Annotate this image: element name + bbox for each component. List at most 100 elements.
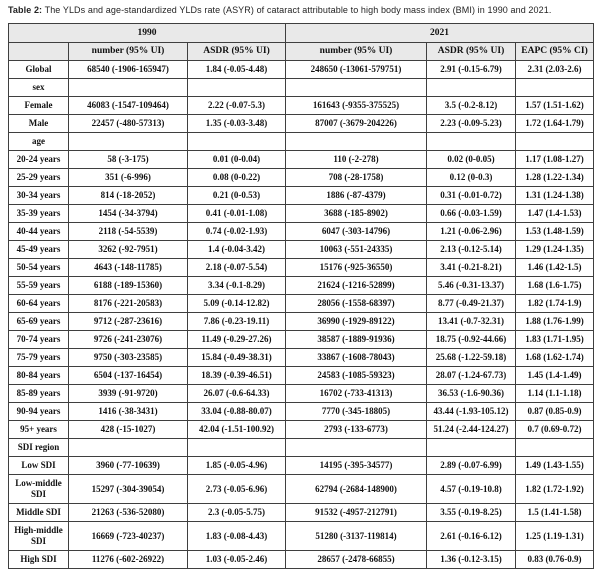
cell-value: 91532 (-4957-212791) bbox=[285, 503, 428, 522]
row-label: Female bbox=[8, 96, 69, 115]
row-label: 70-74 years bbox=[8, 330, 69, 349]
cell-value: 0.08 (0-0.22) bbox=[186, 168, 287, 187]
cell-value: 1.68 (1.62-1.74) bbox=[515, 348, 595, 367]
cell-value: 1.84 (-0.05-4.48) bbox=[186, 60, 287, 79]
row-label: 60-64 years bbox=[8, 294, 69, 313]
cell-value: 161643 (-9355-375525) bbox=[285, 96, 428, 115]
cell-value: 36.53 (-1.6-90.36) bbox=[426, 384, 517, 403]
table-row: Global 68540 (-1906-165947) 1.84 (-0.05-4.… bbox=[8, 60, 595, 79]
row-label: Male bbox=[8, 114, 69, 133]
row-label: Middle SDI bbox=[8, 503, 69, 522]
cell-value: 1.57 (1.51-1.62) bbox=[515, 96, 595, 115]
cell-value: 1.45 (1.4-1.49) bbox=[515, 366, 595, 385]
cell-value: 1.49 (1.43-1.55) bbox=[515, 456, 595, 475]
cell-value: 0.21 (0-0.53) bbox=[186, 186, 287, 205]
table-row: Low SDI 3960 (-77-10639) 1.85 (-0.05-4.96)… bbox=[8, 456, 595, 475]
cell-value: 21263 (-536-52080) bbox=[68, 503, 188, 522]
cell-value bbox=[186, 438, 287, 457]
cell-value: 1.72 (1.64-1.79) bbox=[515, 114, 595, 133]
cell-value bbox=[186, 78, 287, 97]
table-row: 65-69 years 9712 (-287-23616) 7.86 (-0.23-… bbox=[8, 312, 595, 331]
cell-value: 1.83 (1.71-1.95) bbox=[515, 330, 595, 349]
cell-value bbox=[68, 132, 188, 151]
cell-value bbox=[426, 132, 517, 151]
cell-value: 1416 (-38-3431) bbox=[68, 402, 188, 421]
table-row: 60-64 years 8176 (-221-20583) 5.09 (-0.14-… bbox=[8, 294, 595, 313]
table-body: Global 68540 (-1906-165947) 1.84 (-0.05-4.… bbox=[8, 60, 595, 569]
table-row: 80-84 years 6504 (-137-16454) 18.39 (-0.39… bbox=[8, 366, 595, 385]
row-label: 85-89 years bbox=[8, 384, 69, 403]
row-label: 20-24 years bbox=[8, 150, 69, 169]
table-row: 25-29 years 351 (-6-996) 0.08 (0-0.22) 708 … bbox=[8, 168, 595, 187]
column-header-asdr-2021: ASDR (95% UI) bbox=[426, 42, 517, 61]
row-label: 40-44 years bbox=[8, 222, 69, 241]
row-label: 95+ years bbox=[8, 420, 69, 439]
cell-value bbox=[515, 132, 595, 151]
cell-value: 1.17 (1.08-1.27) bbox=[515, 150, 595, 169]
cell-value: 2.61 (-0.16-6.12) bbox=[426, 521, 517, 551]
cell-value: 2.18 (-0.07-5.54) bbox=[186, 258, 287, 277]
cell-value: 10063 (-551-24335) bbox=[285, 240, 428, 259]
cell-value: 2.31 (2.03-2.6) bbox=[515, 60, 595, 79]
cell-value: 13.41 (-0.7-32.31) bbox=[426, 312, 517, 331]
cell-value: 428 (-15-1027) bbox=[68, 420, 188, 439]
cell-value: 1886 (-87-4379) bbox=[285, 186, 428, 205]
cell-value bbox=[285, 438, 428, 457]
table-row: Low-middle SDI 15297 (-304-39054) 2.73 (-0… bbox=[8, 474, 595, 504]
cell-value: 87007 (-3679-204226) bbox=[285, 114, 428, 133]
cell-value: 7770 (-345-18805) bbox=[285, 402, 428, 421]
cell-value: 2.13 (-0.12-5.14) bbox=[426, 240, 517, 259]
section-row: SDI region bbox=[8, 438, 595, 457]
cell-value: 1454 (-34-3794) bbox=[68, 204, 188, 223]
table-header: 1990 2021 number (95% UI) ASDR (95% UI) … bbox=[7, 23, 595, 61]
cell-value: 14195 (-395-34577) bbox=[285, 456, 428, 475]
row-label: 55-59 years bbox=[8, 276, 69, 295]
cell-value: 0.7 (0.69-0.72) bbox=[515, 420, 595, 439]
column-header-row: number (95% UI) ASDR (95% UI) number (95… bbox=[8, 42, 595, 61]
cell-value bbox=[515, 78, 595, 97]
cell-value: 15297 (-304-39054) bbox=[68, 474, 188, 504]
cell-value: 24583 (-1085-59323) bbox=[285, 366, 428, 385]
cell-value: 5.09 (-0.14-12.82) bbox=[186, 294, 287, 313]
row-label: 35-39 years bbox=[8, 204, 69, 223]
cell-value: 28.07 (-1.24-67.73) bbox=[426, 366, 517, 385]
cell-value bbox=[285, 78, 428, 97]
table-row: 70-74 years 9726 (-241-23076) 11.49 (-0.29… bbox=[8, 330, 595, 349]
row-label: Low-middle SDI bbox=[8, 474, 69, 504]
cell-value: 42.04 (-1.51-100.92) bbox=[186, 420, 287, 439]
year-header-1990: 1990 bbox=[7, 23, 287, 43]
row-label: 90-94 years bbox=[8, 402, 69, 421]
cell-value: 25.68 (-1.22-59.18) bbox=[426, 348, 517, 367]
cell-value: 0.87 (0.85-0.9) bbox=[515, 402, 595, 421]
table-row: 90-94 years 1416 (-38-3431) 33.04 (-0.88-8… bbox=[8, 402, 595, 421]
table-row: 45-49 years 3262 (-92-7951) 1.4 (-0.04-3.4… bbox=[8, 240, 595, 259]
cell-value: 0.12 (0-0.3) bbox=[426, 168, 517, 187]
cell-value: 2.3 (-0.05-5.75) bbox=[186, 503, 287, 522]
cell-value: 1.88 (1.76-1.99) bbox=[515, 312, 595, 331]
row-label: Global bbox=[8, 60, 69, 79]
cell-value bbox=[426, 438, 517, 457]
ylds-table: 1990 2021 number (95% UI) ASDR (95% UI) … bbox=[7, 23, 595, 569]
row-label: SDI region bbox=[8, 438, 69, 457]
cell-value: 11.49 (-0.29-27.26) bbox=[186, 330, 287, 349]
cell-value: 6188 (-189-15360) bbox=[68, 276, 188, 295]
cell-value: 0.66 (-0.03-1.59) bbox=[426, 204, 517, 223]
cell-value: 110 (-2-278) bbox=[285, 150, 428, 169]
year-header-2021: 2021 bbox=[285, 23, 595, 43]
cell-value: 1.68 (1.6-1.75) bbox=[515, 276, 595, 295]
column-header-number-2021: number (95% UI) bbox=[285, 42, 428, 61]
cell-value: 6504 (-137-16454) bbox=[68, 366, 188, 385]
cell-value: 1.14 (1.1-1.18) bbox=[515, 384, 595, 403]
cell-value: 4.57 (-0.19-10.8) bbox=[426, 474, 517, 504]
row-label: sex bbox=[8, 78, 69, 97]
cell-value: 1.31 (1.24-1.38) bbox=[515, 186, 595, 205]
cell-value: 1.35 (-0.03-3.48) bbox=[186, 114, 287, 133]
cell-value: 3.55 (-0.19-8.25) bbox=[426, 503, 517, 522]
cell-value: 351 (-6-996) bbox=[68, 168, 188, 187]
table-row: 75-79 years 9750 (-303-23585) 15.84 (-0.49… bbox=[8, 348, 595, 367]
table-row: Female 46083 (-1547-109464) 2.22 (-0.07-5.… bbox=[8, 96, 595, 115]
cell-value: 1.21 (-0.06-2.96) bbox=[426, 222, 517, 241]
row-label: High-middle SDI bbox=[8, 521, 69, 551]
cell-value: 33.04 (-0.88-80.07) bbox=[186, 402, 287, 421]
cell-value: 1.82 (1.74-1.9) bbox=[515, 294, 595, 313]
